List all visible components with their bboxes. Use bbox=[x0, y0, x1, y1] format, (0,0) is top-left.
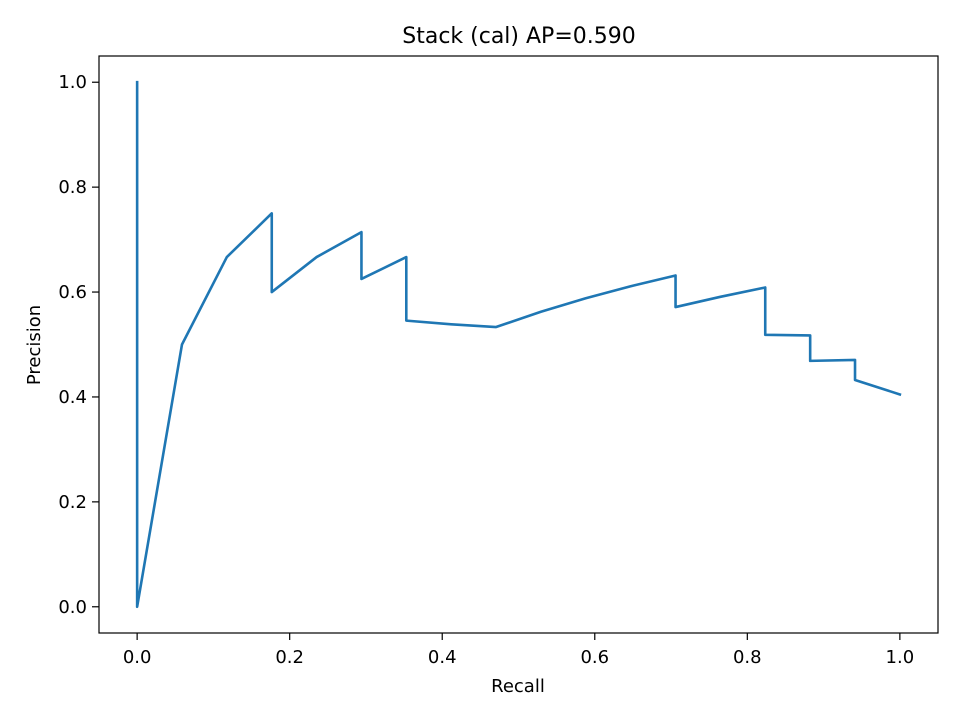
chart-title: Stack (cal) AP=0.590 bbox=[402, 24, 635, 49]
x-tick-label: 0.6 bbox=[580, 647, 609, 668]
x-axis-label: Recall bbox=[491, 676, 545, 697]
y-axis-ticks: 0.0 0.2 0.4 0.6 0.8 1.0 bbox=[58, 72, 99, 618]
series-layer bbox=[135, 80, 902, 609]
x-axis-ticks: 0.0 0.2 0.4 0.6 0.8 1.0 bbox=[123, 633, 914, 668]
y-tick-label: 1.0 bbox=[58, 72, 87, 93]
plot-frame bbox=[98, 55, 939, 634]
y-tick-label: 0.2 bbox=[58, 492, 87, 513]
series-line-0 bbox=[135, 80, 902, 609]
x-tick-label: 1.0 bbox=[886, 647, 915, 668]
y-axis-label: Precision bbox=[24, 305, 45, 385]
y-tick-label: 0.8 bbox=[58, 177, 87, 198]
x-tick-label: 0.8 bbox=[733, 647, 762, 668]
x-tick-label: 0.0 bbox=[123, 647, 152, 668]
x-tick-label: 0.2 bbox=[275, 647, 304, 668]
y-tick-label: 0.4 bbox=[58, 387, 87, 408]
x-tick-label: 0.4 bbox=[428, 647, 457, 668]
y-tick-label: 0.6 bbox=[58, 282, 87, 303]
y-tick-label: 0.0 bbox=[58, 597, 87, 618]
